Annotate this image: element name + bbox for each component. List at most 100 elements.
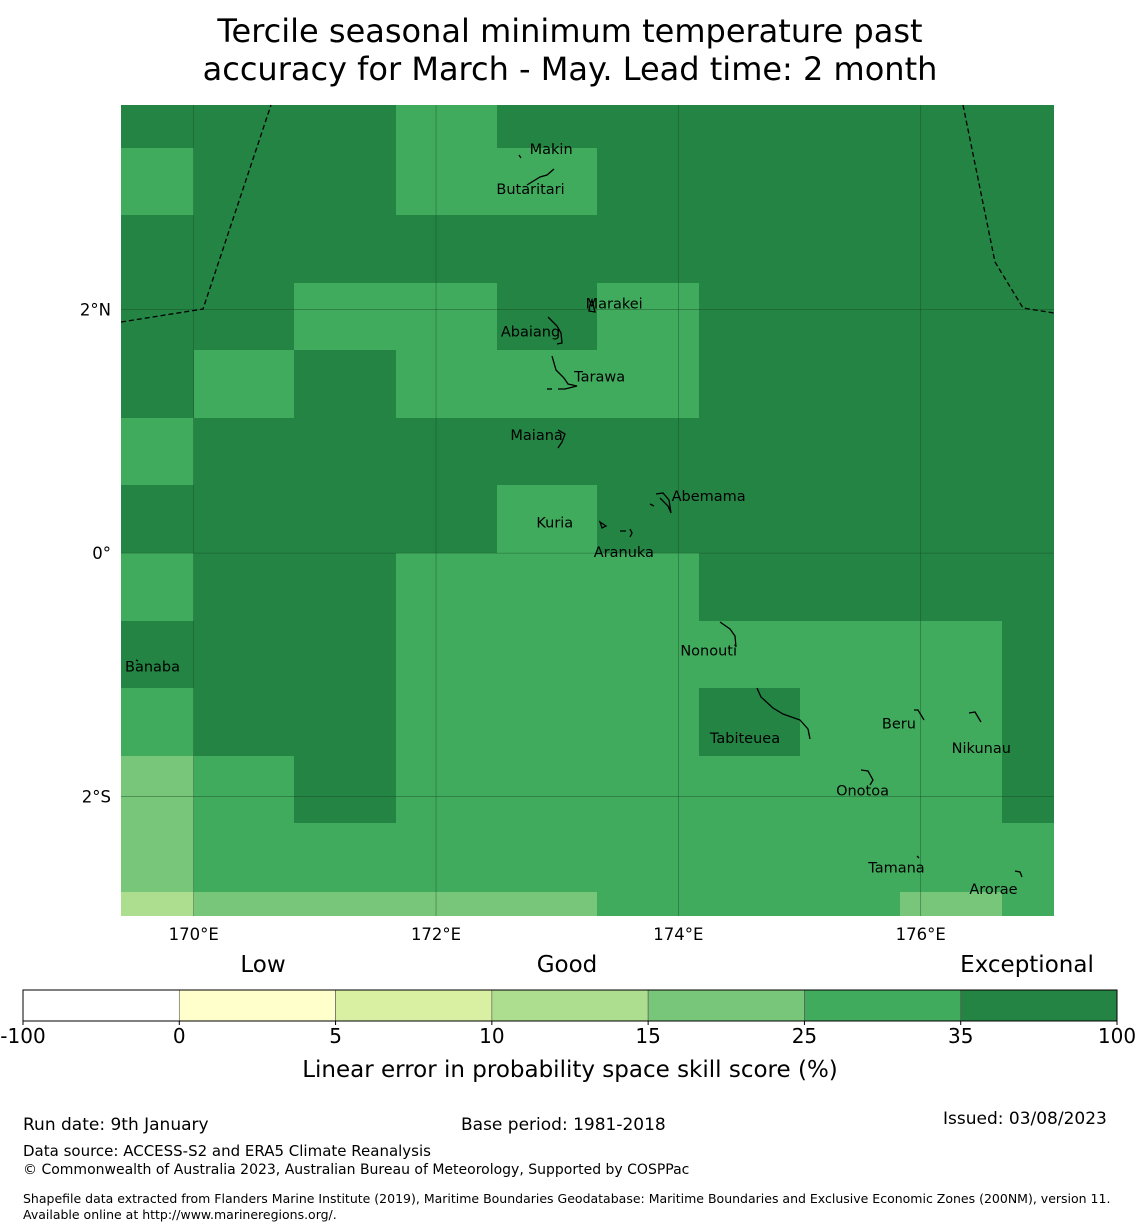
grid-cell [121, 350, 194, 418]
nonouti-outline [719, 621, 737, 648]
grid-cell [597, 283, 699, 350]
eez-boundary-east [962, 104, 1055, 314]
grid-cell [294, 688, 396, 756]
grid-cell [294, 105, 396, 148]
grid-cell [699, 105, 800, 148]
grid-cell [597, 148, 699, 215]
grid-cell [497, 823, 597, 892]
abemama-islet-outline [649, 503, 655, 507]
grid-cell [597, 485, 699, 553]
grid-cell [900, 485, 1002, 553]
grid-cell [396, 418, 497, 485]
grid-cell [194, 756, 294, 823]
grid-cell [1002, 105, 1054, 148]
x-tick-label: 172°E [411, 925, 461, 944]
x-tick-label: 176°E [896, 925, 946, 944]
makin-outline [518, 154, 522, 159]
grid-cell [121, 418, 194, 485]
grid-cell [121, 688, 194, 756]
island-label: Arorae [969, 882, 1017, 898]
grid-cell [121, 823, 194, 892]
colorbar-segment [960, 989, 1118, 1022]
grid-cell [597, 553, 699, 621]
grid-cell [699, 283, 800, 350]
grid-cell [294, 283, 396, 350]
grid-cell [1002, 350, 1054, 418]
grid-cell [800, 892, 900, 916]
island-label: Kuria [536, 516, 573, 532]
eez-boundaries [120, 104, 1055, 323]
aranuka-outline [620, 528, 633, 538]
island-labels: Makin Butaritari Marakei Abaiang Tarawa Maian… [125, 142, 1018, 898]
colorbar-tick-label: 0 [173, 1024, 186, 1048]
grid-cell [497, 418, 597, 485]
grid-cell [294, 350, 396, 418]
island-label: Tamana [867, 860, 924, 876]
grid-cell [1002, 688, 1054, 756]
grid-cell [497, 688, 597, 756]
grid-cell [194, 688, 294, 756]
grid-cell [800, 688, 900, 756]
grid-cell [699, 418, 800, 485]
run-date: Run date: 9th January [23, 1115, 209, 1135]
grid-cell [396, 621, 497, 688]
island-label: Abemama [672, 489, 746, 505]
grid-cell [699, 892, 800, 916]
island-label: Aranuka [594, 545, 654, 561]
grid-cell [699, 756, 800, 823]
grid-cell [294, 553, 396, 621]
grid-cell [194, 418, 294, 485]
x-tick-label: 170°E [169, 925, 219, 944]
grid-cell [497, 485, 597, 553]
grid-cell [121, 148, 194, 215]
grid-cell [194, 485, 294, 553]
grid-cell [900, 892, 1002, 916]
grid-cell [800, 418, 900, 485]
island-label: Beru [882, 717, 916, 733]
grid-cell [497, 756, 597, 823]
marakei-outline [588, 297, 596, 313]
grid-cell [1002, 485, 1054, 553]
grid-cell [396, 756, 497, 823]
legend-category-labels: Low Good Exceptional [240, 952, 1093, 978]
grid-cell [396, 688, 497, 756]
colorbar-segment [22, 989, 180, 1022]
island-label: Nikunau [952, 741, 1011, 757]
grid-cell [294, 148, 396, 215]
grid-cell [497, 215, 597, 283]
grid-cell [294, 215, 396, 283]
grid-cell [294, 892, 396, 916]
legend-label-good: Good [537, 952, 598, 978]
map-axis-labels: 170°E 172°E 174°E 176°E 2°N 0° 2°S [80, 301, 946, 944]
title-line-2: accuracy for March - May. Lead time: 2 m… [202, 50, 938, 88]
grid-cell [800, 105, 900, 148]
grid-cell [900, 621, 1002, 688]
grid-cell [699, 215, 800, 283]
grid-cell [121, 892, 194, 916]
colorbar-segment [491, 989, 649, 1022]
grid-cell [194, 553, 294, 621]
colorbar-tick-label: 25 [792, 1024, 817, 1048]
grid-cell [597, 105, 699, 148]
grid-cell [396, 485, 497, 553]
grid-cell [800, 823, 900, 892]
legend-label-exceptional: Exceptional [960, 952, 1094, 978]
grid-cell [294, 756, 396, 823]
colorbar-tick-label: 10 [479, 1024, 504, 1048]
island-label: Banaba [125, 659, 180, 675]
onotoa-outline [860, 769, 874, 786]
grid-cell [800, 621, 900, 688]
grid-cell [1002, 892, 1054, 916]
grid-cell [194, 621, 294, 688]
colorbar-segment [178, 989, 336, 1022]
title-line-1: Tercile seasonal minimum temperature pas… [217, 12, 923, 50]
grid-cell [396, 105, 497, 148]
nikunau-outline [968, 711, 982, 723]
tamana-outline [916, 855, 920, 859]
grid-cell [900, 553, 1002, 621]
island-outlines [135, 154, 1023, 878]
grid-cell [800, 148, 900, 215]
y-tick-label: 2°N [80, 301, 111, 320]
grid-cell [800, 485, 900, 553]
colorbar-border [22, 989, 1118, 1022]
